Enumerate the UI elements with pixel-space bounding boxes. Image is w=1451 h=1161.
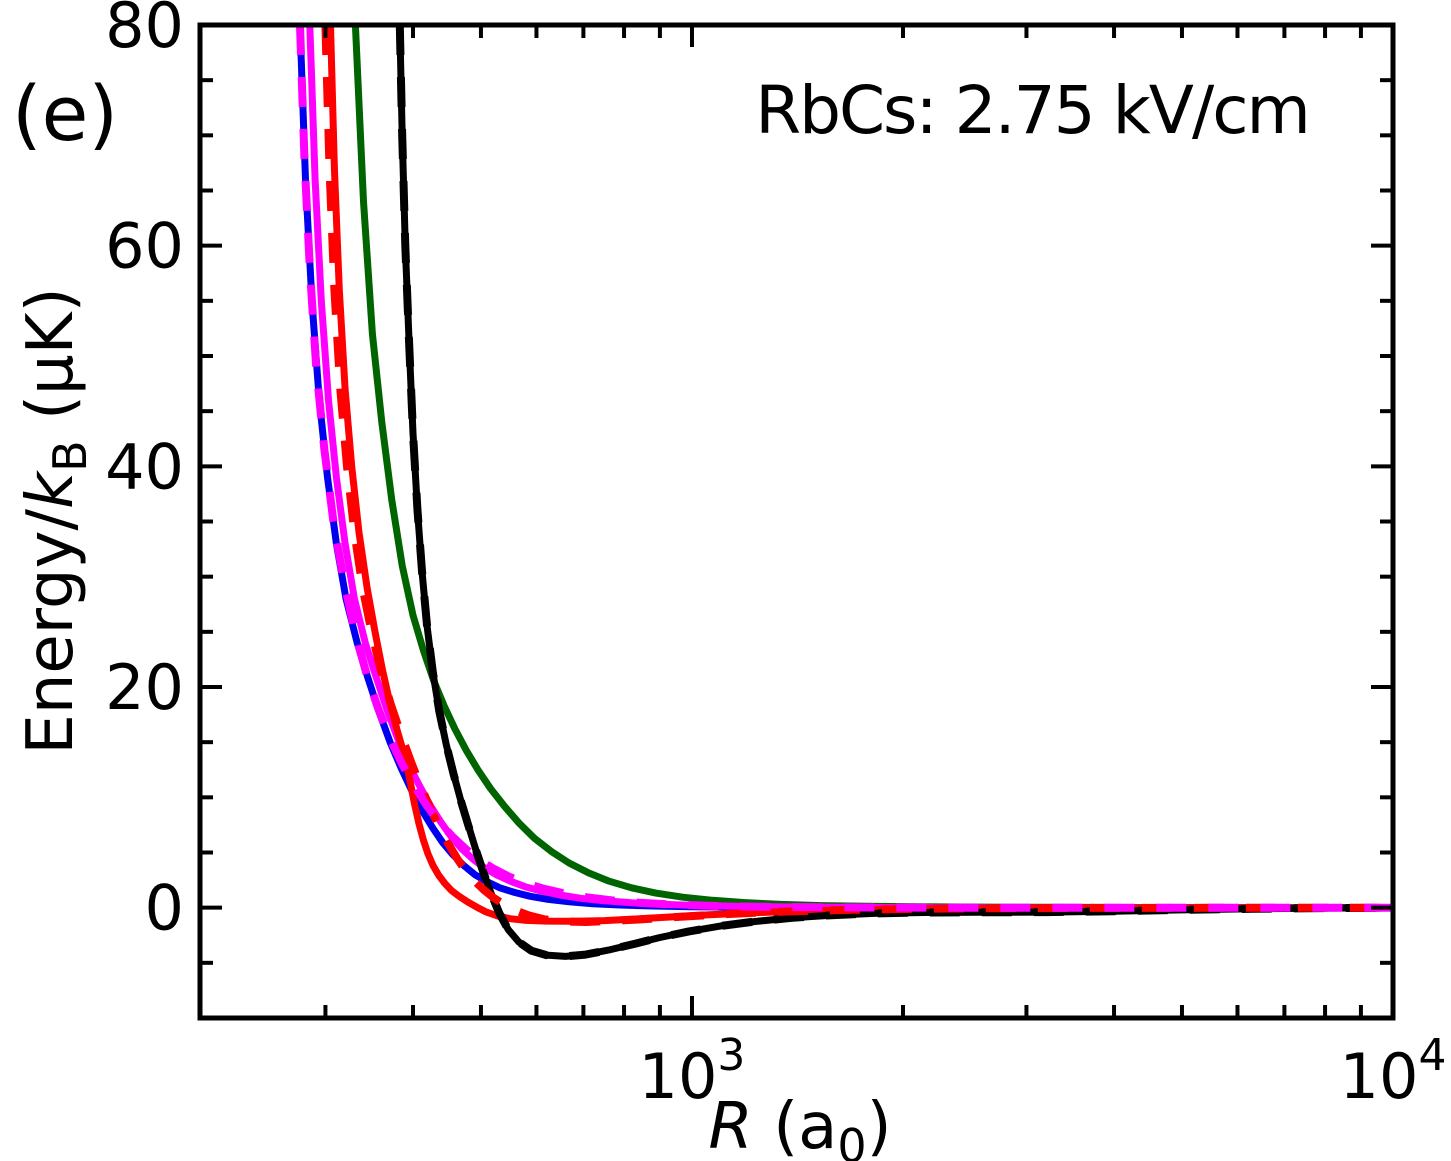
x-axis-title-sub: 0 (837, 1119, 866, 1161)
axes-layer (197, 22, 1396, 1021)
y-axis-title-prefix: Energy/ (14, 509, 88, 755)
y-tick-label: 40 (105, 430, 184, 503)
y-tick-label: 60 (105, 210, 184, 283)
x-tick-label: 104 (1340, 1030, 1447, 1113)
curve-magenta-solid (306, 25, 1393, 912)
x-axis-title-r: R (708, 1090, 752, 1161)
field-annotation: RbCs: 2.75 kV/cm (755, 72, 1309, 149)
y-tick-label: 20 (105, 651, 184, 724)
x-axis-title-suffix: (a (753, 1090, 838, 1161)
y-tick-label: 0 (145, 872, 184, 945)
curve-green-solid (351, 25, 1393, 912)
x-axis-title: R (a0) (708, 1090, 891, 1161)
y-axis-title-sub: B (43, 440, 97, 472)
x-tick-base: 10 (639, 1040, 718, 1113)
curve-magenta-dashed (296, 25, 1393, 912)
curve-red-dashed (321, 25, 1393, 926)
panel-label: (e) (12, 69, 118, 158)
x-tick-base: 10 (1340, 1040, 1419, 1113)
curve-black-solid (396, 25, 1393, 960)
x-tick-exponent: 4 (1418, 1030, 1446, 1081)
y-tick-label: 80 (105, 0, 184, 62)
y-axis-title-suffix: (μK) (14, 287, 88, 440)
y-axis-title: Energy/kB (μK) (14, 287, 97, 754)
plot-frame (197, 22, 1396, 1021)
y-axis-title-k: k (14, 469, 88, 509)
x-tick-exponent: 3 (717, 1030, 745, 1081)
curve-black-dashed (395, 25, 1393, 961)
curve-blue-solid (296, 25, 1393, 912)
curve-layer (296, 25, 1393, 961)
x-axis-title-close: ) (867, 1090, 892, 1161)
x-tick-label: 103 (639, 1030, 746, 1113)
